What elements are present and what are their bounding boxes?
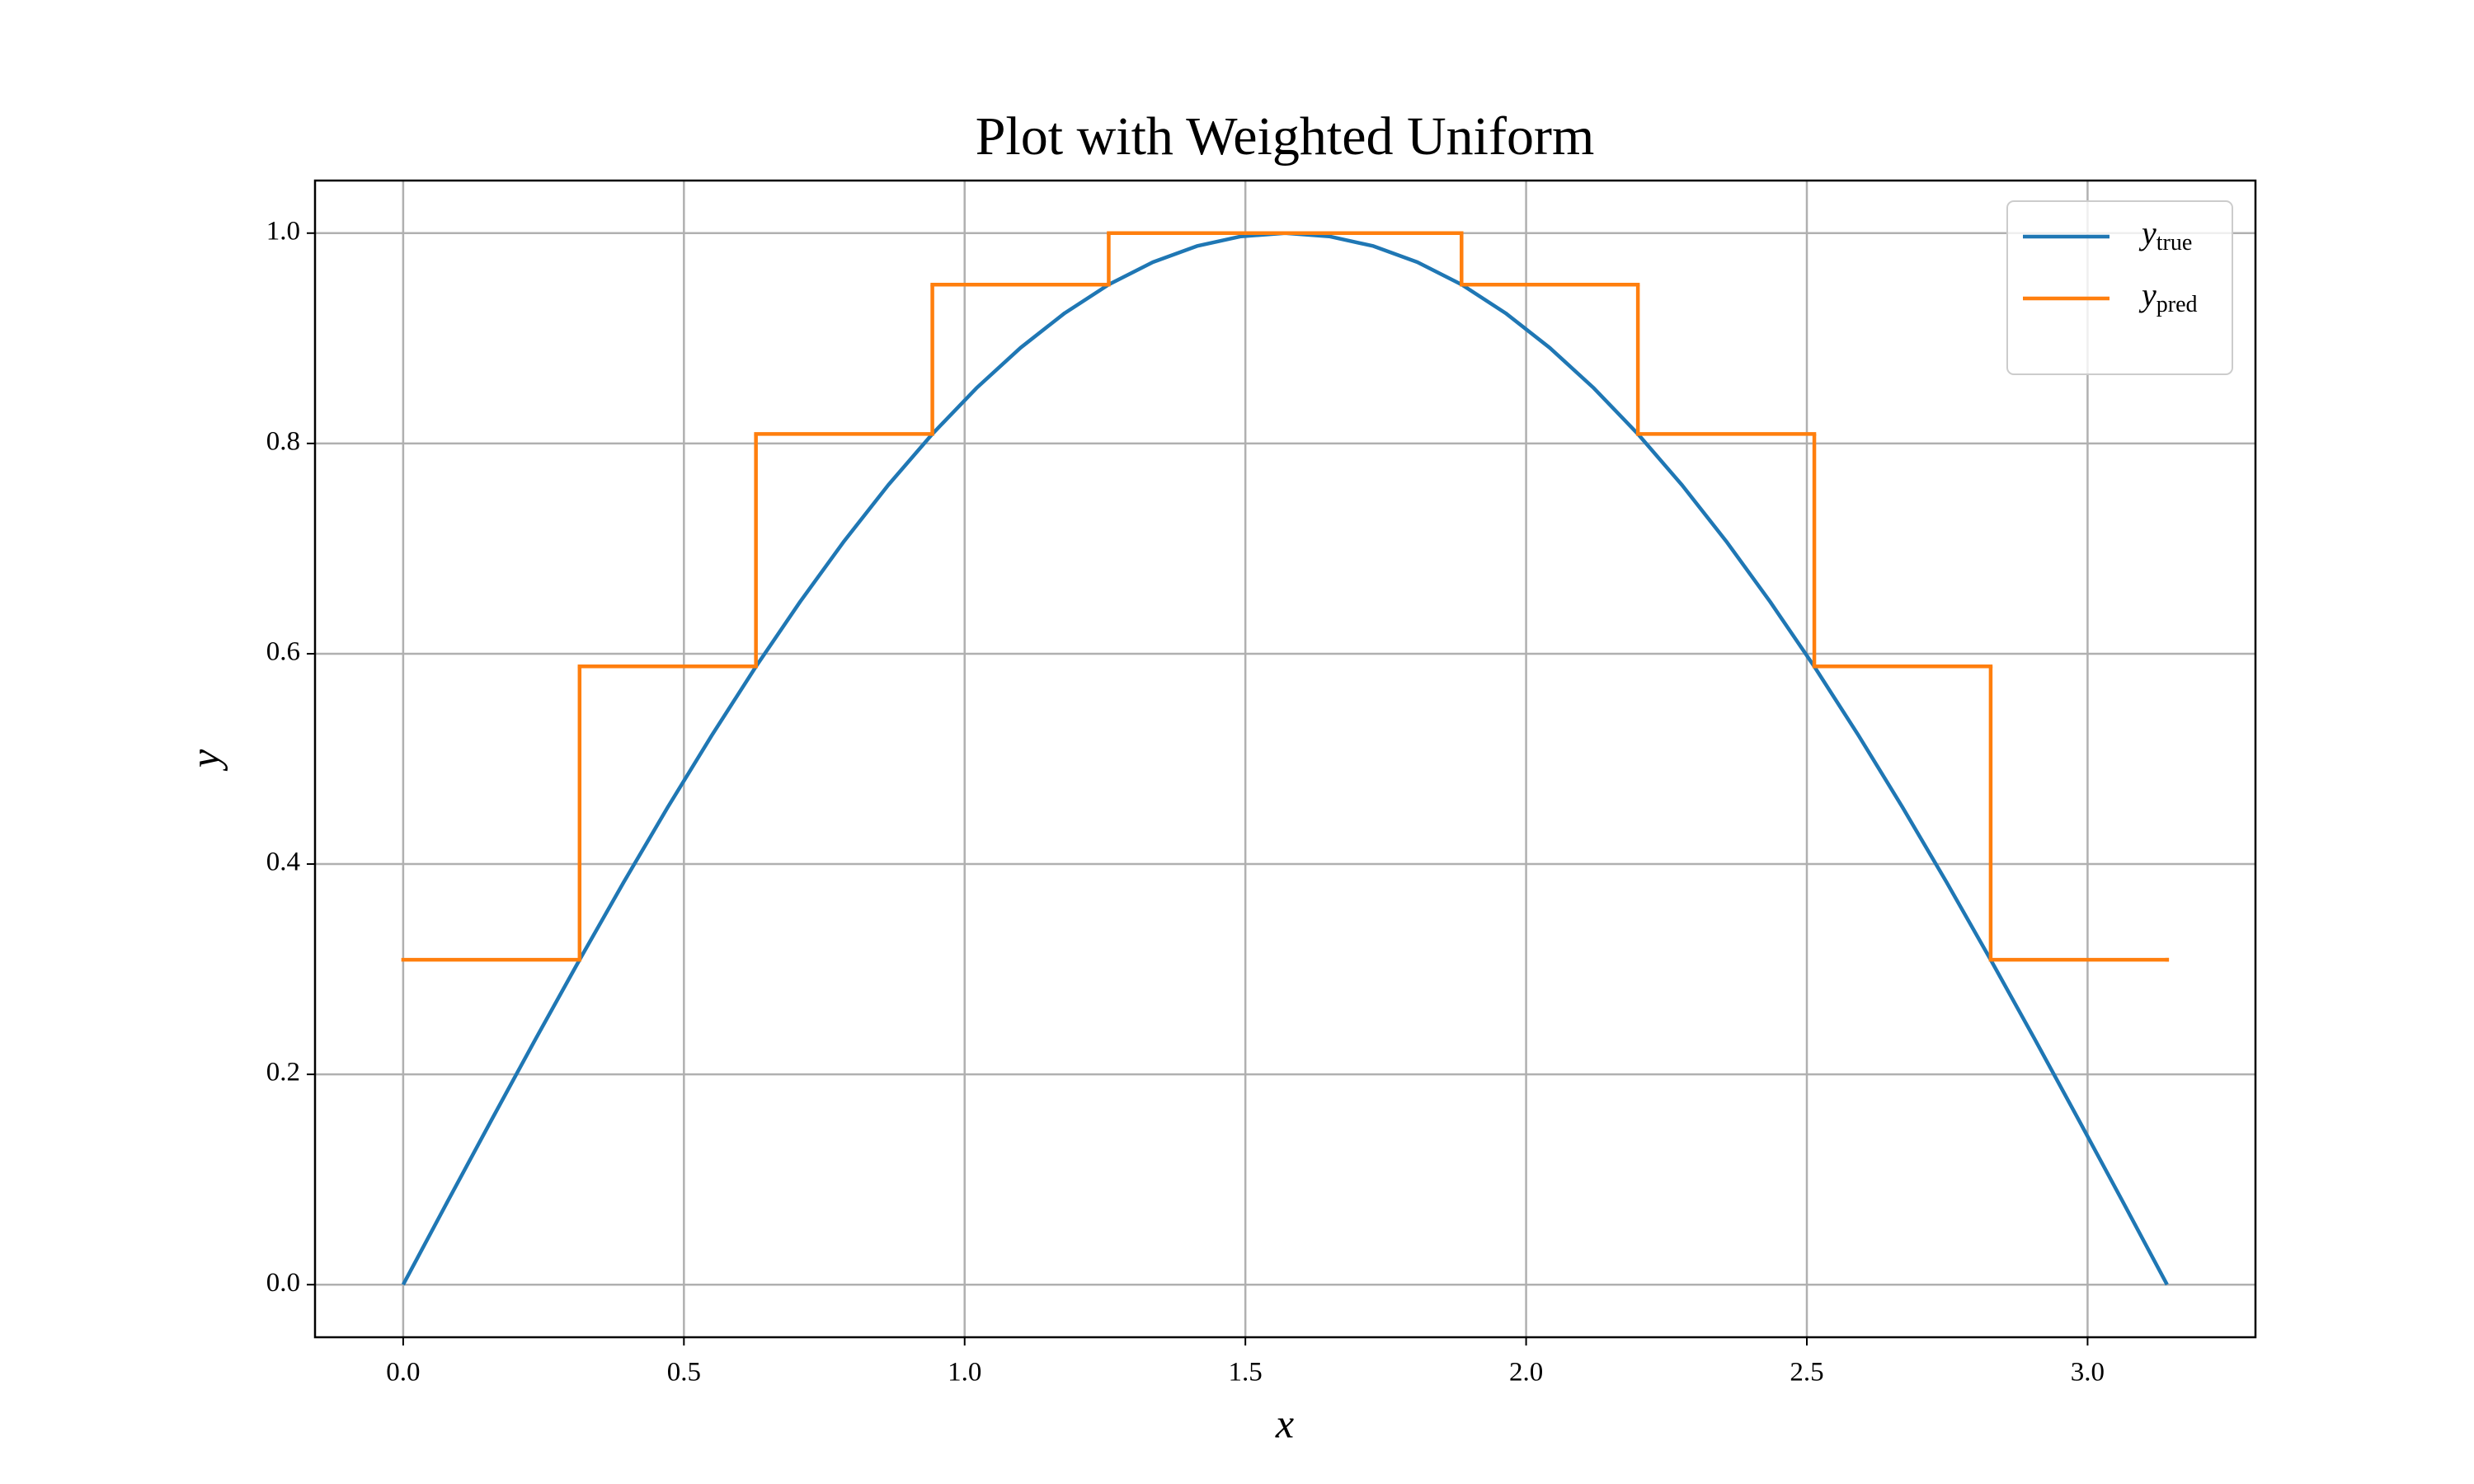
x-tick-label: 0.5 (667, 1358, 701, 1388)
y-tick-label: 0.4 (266, 848, 300, 877)
legend-symbol: y (2138, 214, 2157, 251)
x-tick-label: 0.0 (386, 1358, 420, 1388)
x-tick-label: 1.0 (948, 1358, 981, 1388)
x-tick-label: 1.5 (1229, 1358, 1263, 1388)
x-tick-label: 2.5 (1790, 1358, 1823, 1388)
legend-label: ytrue (2138, 214, 2192, 256)
y-tick-label: 0.2 (266, 1058, 300, 1087)
x-axis-label: x (1275, 1400, 1294, 1446)
y-tick-label: 0.8 (266, 426, 300, 456)
legend-label: ypred (2138, 276, 2198, 317)
y-axis-label: y (181, 749, 228, 772)
x-tick-label: 2.0 (1509, 1358, 1543, 1388)
y-tick-label: 0.0 (266, 1268, 300, 1298)
y-tick-label: 1.0 (266, 216, 300, 246)
chart-title: Plot with Weighted Uniform (976, 106, 1595, 167)
plot-frame (313, 179, 2257, 1339)
legend-box (2006, 200, 2233, 375)
line-series (401, 231, 2169, 1286)
legend-subscript: pred (2157, 292, 2198, 317)
legend-subscript: true (2157, 230, 2193, 256)
legend-symbol: y (2138, 276, 2157, 313)
x-tick-label: 3.0 (2071, 1358, 2105, 1388)
y-tick-label: 0.6 (266, 637, 300, 667)
